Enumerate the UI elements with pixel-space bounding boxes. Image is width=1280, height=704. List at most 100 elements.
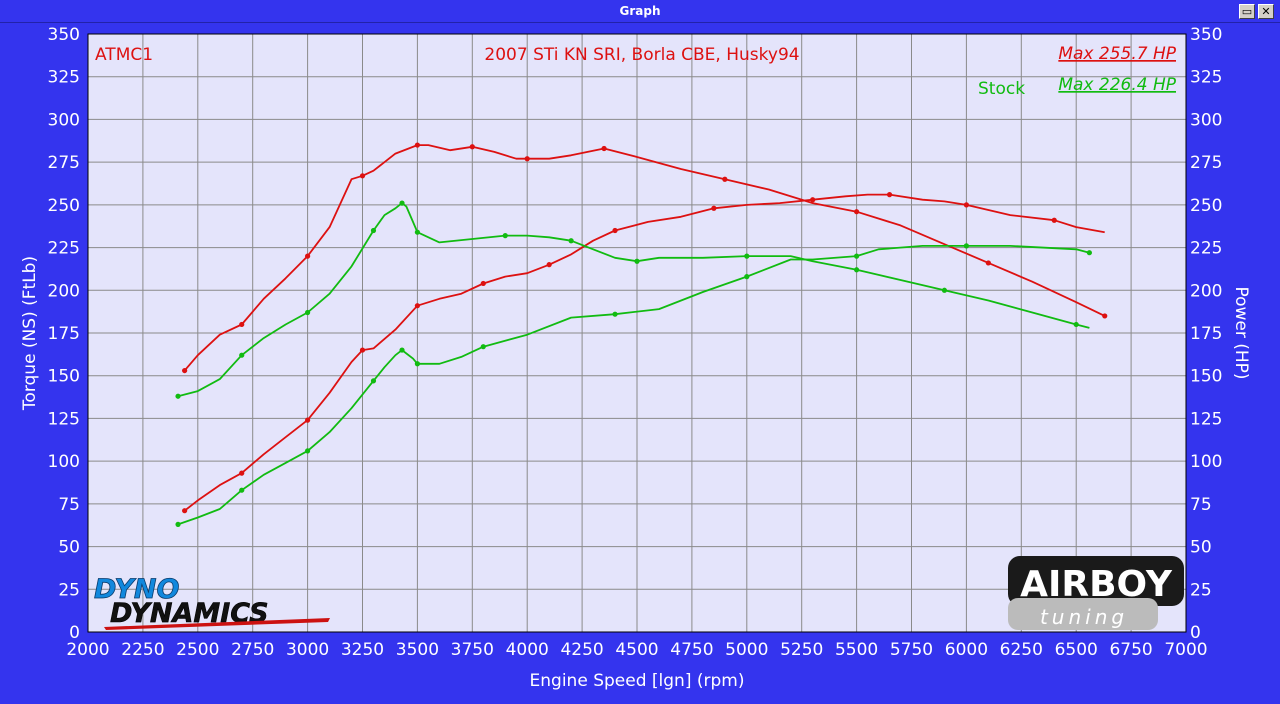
- data-point-atmc1-power: [886, 192, 893, 198]
- x-tick-label: 3000: [286, 640, 329, 660]
- x-tick-label: 4750: [670, 640, 713, 660]
- y-axis-left-label: Torque (NS) (FtLb): [20, 256, 40, 411]
- y-left-tick-label: 325: [48, 68, 80, 88]
- data-point-stock-power: [1086, 250, 1092, 256]
- y-right-tick-label: 200: [1190, 281, 1222, 301]
- y-left-tick-label: 250: [48, 196, 80, 216]
- y-right-tick-label: 300: [1190, 110, 1222, 130]
- data-point-atmc1-power: [810, 197, 816, 203]
- series-line-atmc1-power: [184, 193, 1105, 512]
- close-button[interactable]: ✕: [1258, 4, 1274, 19]
- window-titlebar: Graph ▭ ✕: [0, 0, 1280, 23]
- y-left-tick-label: 0: [69, 623, 80, 643]
- y-right-tick-label: 175: [1190, 324, 1222, 344]
- data-point-atmc1-torque: [469, 144, 475, 150]
- data-point-stock-torque: [414, 229, 420, 235]
- data-point-stock-power: [744, 274, 750, 280]
- data-point-stock-torque: [399, 200, 405, 206]
- data-point-stock-torque: [568, 238, 574, 244]
- data-point-atmc1-torque: [854, 209, 860, 215]
- run1-label: ATMC1: [95, 45, 153, 65]
- data-point-atmc1-power: [963, 202, 970, 208]
- y-right-tick-label: 100: [1190, 452, 1222, 472]
- data-point-stock-power: [370, 378, 377, 384]
- data-point-atmc1-power: [305, 417, 311, 423]
- y-right-tick-label: 125: [1190, 409, 1222, 429]
- data-point-atmc1-power: [1051, 217, 1057, 223]
- run1-max-label: Max 255.7 HP: [1058, 44, 1176, 64]
- restore-button[interactable]: ▭: [1239, 4, 1255, 19]
- data-point-atmc1-torque: [722, 176, 728, 182]
- data-point-stock-torque: [1073, 321, 1079, 328]
- run2-label: Stock: [978, 79, 1025, 99]
- series-lines: [175, 142, 1108, 527]
- x-tick-label: 3750: [451, 640, 494, 660]
- data-point-atmc1-power: [182, 508, 188, 514]
- data-point-stock-torque: [239, 352, 245, 358]
- x-tick-label: 2500: [176, 640, 219, 660]
- x-tick-label: 2000: [66, 640, 109, 660]
- data-point-stock-torque: [941, 287, 948, 293]
- plot-border: [87, 33, 1187, 633]
- x-tick-label: 7000: [1164, 640, 1207, 660]
- y-left-tick-label: 150: [48, 367, 80, 387]
- x-tick-label: 4500: [615, 640, 658, 660]
- data-point-stock-power: [175, 521, 181, 527]
- data-point-stock-power: [480, 344, 486, 350]
- chart-subtitle: 2007 STi KN SRI, Borla CBE, Husky94: [484, 45, 799, 65]
- data-point-stock-torque: [634, 258, 640, 264]
- y-right-tick-label: 250: [1190, 196, 1222, 216]
- data-point-stock-power: [239, 487, 245, 493]
- y-left-tick-label: 350: [48, 25, 80, 45]
- window-title: Graph: [619, 4, 661, 18]
- data-point-atmc1-power: [359, 347, 366, 353]
- x-tick-label: 2250: [121, 640, 164, 660]
- y-left-tick-label: 225: [48, 239, 80, 259]
- data-point-atmc1-torque: [414, 142, 420, 148]
- x-tick-label: 5000: [725, 640, 768, 660]
- x-axis-label: Engine Speed [lgn] (rpm): [530, 671, 745, 691]
- x-tick-label: 4000: [506, 640, 549, 660]
- y-right-tick-label: 350: [1190, 25, 1222, 45]
- data-point-stock-torque: [502, 233, 508, 239]
- series-line-stock-power: [177, 244, 1090, 526]
- airboy-logo-text: AIRBOY: [1020, 564, 1173, 605]
- data-point-atmc1-power: [546, 262, 552, 268]
- x-tick-label: 3500: [396, 640, 439, 660]
- data-point-stock-torque: [370, 227, 377, 234]
- y-right-tick-label: 325: [1190, 68, 1222, 88]
- x-axis-ticks: 2000 2250 2500 2750 3000 3250 3500 3750 4000 4250…: [66, 640, 1207, 660]
- y-right-tick-label: 275: [1190, 153, 1222, 173]
- data-point-stock-power: [963, 243, 970, 249]
- y-left-tick-label: 275: [48, 153, 80, 173]
- x-tick-label: 2750: [231, 640, 274, 660]
- y-axis-right-ticks: 0 25 50 75 100 125 150 175 200 225 250 275 300 325 350: [1190, 25, 1222, 643]
- data-point-atmc1-power: [711, 205, 717, 211]
- airboy-logo-plate: [1008, 556, 1184, 606]
- series-line-atmc1-torque: [183, 144, 1106, 372]
- y-left-tick-label: 175: [48, 324, 80, 344]
- data-point-atmc1-torque: [985, 260, 991, 266]
- grid-lines: [87, 33, 1187, 633]
- x-tick-label: 4250: [560, 640, 603, 660]
- y-right-tick-label: 150: [1190, 367, 1222, 387]
- x-tick-label: 6000: [945, 640, 988, 660]
- x-tick-label: 6250: [1000, 640, 1043, 660]
- x-tick-label: 5750: [890, 640, 933, 660]
- y-left-tick-label: 75: [58, 495, 80, 515]
- x-tick-label: 5500: [835, 640, 878, 660]
- data-point-stock-power: [399, 347, 405, 353]
- data-point-stock-power: [854, 253, 860, 259]
- data-point-atmc1-torque: [1102, 313, 1108, 319]
- series-line-stock-torque: [177, 202, 1090, 398]
- y-right-tick-label: 75: [1190, 495, 1212, 515]
- y-left-tick-label: 300: [48, 110, 80, 130]
- dyno-logo-text-top: DYNO: [94, 574, 179, 605]
- x-tick-label: 5250: [780, 640, 823, 660]
- data-point-atmc1-power: [480, 280, 486, 287]
- data-point-atmc1-power: [414, 303, 420, 309]
- data-point-stock-power: [305, 448, 311, 454]
- x-tick-label: 6500: [1055, 640, 1098, 660]
- data-point-atmc1-power: [239, 470, 245, 476]
